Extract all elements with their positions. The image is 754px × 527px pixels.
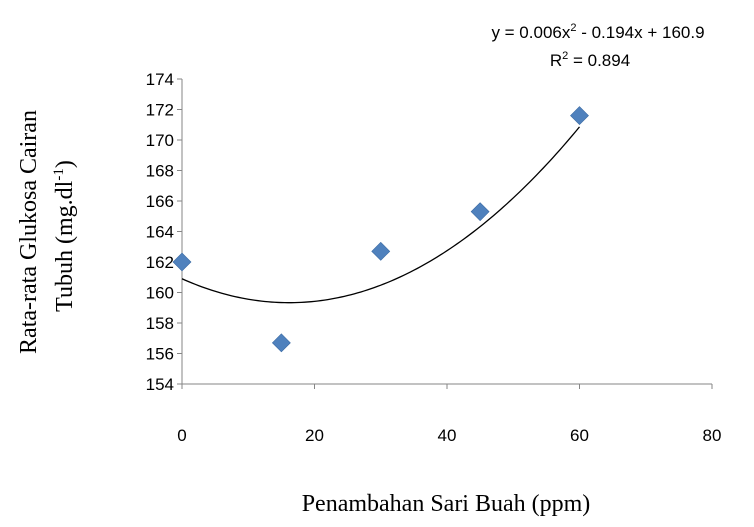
ylabel-line2-sup: -1	[51, 168, 67, 181]
y-tick-label: 164	[146, 223, 174, 242]
axes	[177, 78, 713, 389]
y-tick-label: 156	[146, 345, 174, 364]
data-point-1	[271, 333, 291, 353]
data-point-2	[371, 241, 391, 261]
x-axis-title: Penambahan Sari Buah (ppm)	[302, 491, 591, 517]
x-tick-label: 60	[570, 426, 589, 445]
r2-superscript: 2	[562, 50, 568, 62]
trendline	[181, 126, 581, 304]
y-tick-label: 172	[146, 101, 174, 120]
y-tick-labels: 154 156 158 160 162 164 166 168 170 172 174	[146, 70, 174, 394]
data-point-4	[570, 106, 589, 126]
data-points	[172, 106, 589, 353]
x-tick-label: 20	[305, 426, 324, 445]
r2-prefix: R	[550, 51, 562, 70]
y-tick-label: 170	[146, 131, 174, 150]
y-tick-label: 174	[146, 70, 174, 89]
ylabel-line2-prefix: Tubuh (mg.dl	[52, 180, 78, 311]
ylabel-line2-suffix: )	[52, 160, 78, 168]
equation-superscript: 2	[570, 22, 576, 34]
equation-prefix: y = 0.006x	[491, 23, 570, 42]
r-squared-label: R2 = 0.894	[550, 50, 630, 70]
data-point-3	[470, 202, 490, 222]
r2-value: = 0.894	[568, 51, 630, 70]
y-tick-label: 162	[146, 253, 174, 272]
y-tick-label: 166	[146, 192, 174, 211]
y-axis-title-line2: Tubuh (mg.dl-1)	[51, 160, 78, 312]
x-tick-labels: 0 20 40 60 80	[177, 426, 721, 445]
y-tick-label: 158	[146, 314, 174, 333]
x-tick-label: 0	[177, 426, 186, 445]
trendline-equation: y = 0.006x2 - 0.194x + 160.9	[491, 22, 704, 42]
y-axis-title: Rata-rata Glukosa Cairan	[16, 110, 42, 354]
x-tick-label: 80	[703, 426, 722, 445]
equation-rest: - 0.194x + 160.9	[576, 23, 704, 42]
x-tick-label: 40	[438, 426, 457, 445]
trendline-group	[181, 126, 581, 304]
y-tick-label: 168	[146, 162, 174, 181]
data-point-0	[172, 252, 192, 272]
y-tick-label: 160	[146, 284, 174, 303]
y-tick-label: 154	[146, 375, 174, 394]
